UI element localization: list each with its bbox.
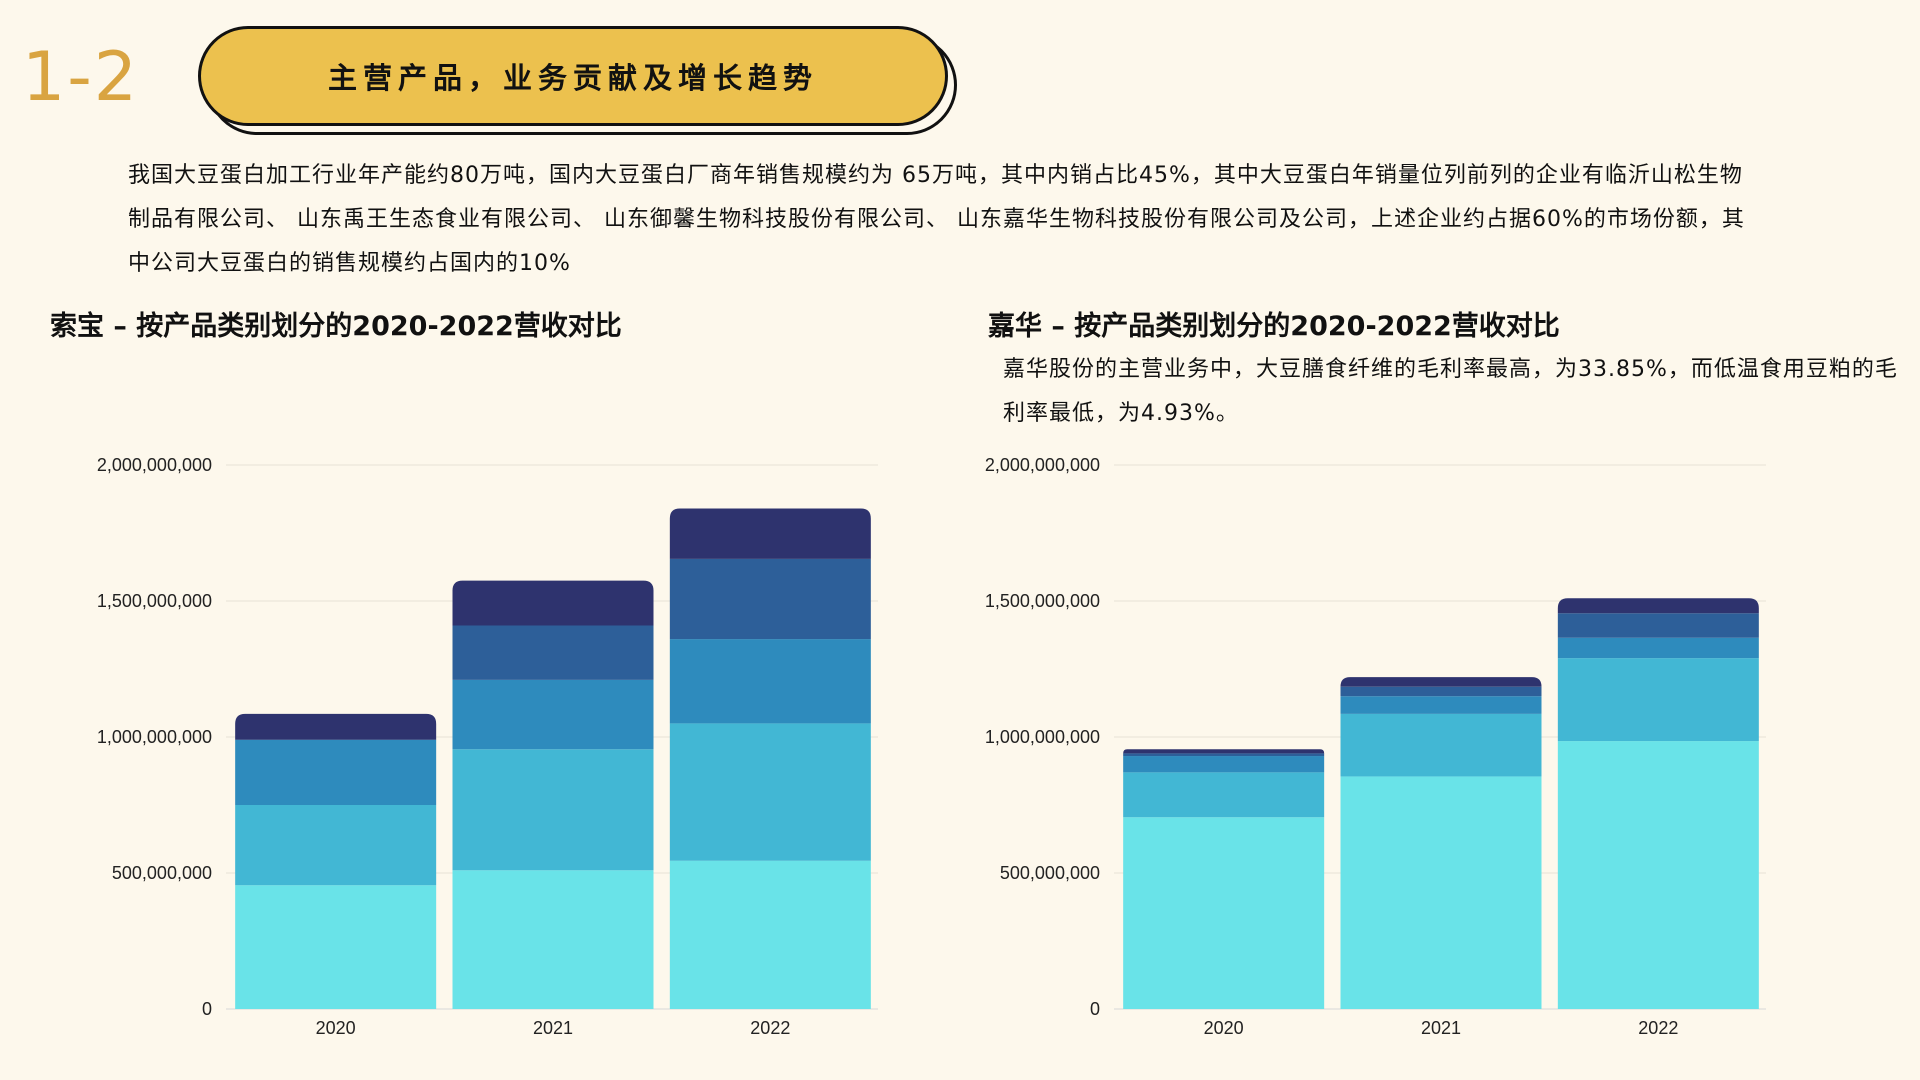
bar-segment-2020-series-5 — [1123, 749, 1325, 754]
bar-segment-2022-series-1 — [669, 860, 871, 1009]
x-tick-label: 2022 — [1638, 1018, 1678, 1038]
bar-segment-2020-series-1 — [1123, 817, 1325, 1009]
y-tick-label: 1,500,000,000 — [97, 591, 212, 611]
bar-segment-2021-series-1 — [1340, 776, 1542, 1009]
bar-segment-2021-series-3 — [1340, 696, 1542, 714]
x-tick-label: 2021 — [1421, 1018, 1461, 1038]
bar-segment-2021-series-5 — [1340, 677, 1542, 687]
bar-segment-2021-series-2 — [1340, 713, 1542, 777]
y-tick-label: 1,500,000,000 — [985, 591, 1100, 611]
chart-suobao: 0 500,000,000 1,000,000,000 1,500,000,000 2,… — [97, 455, 878, 1038]
bar-segment-2020-series-1 — [235, 885, 437, 1009]
bar-segment-2022-series-2 — [1557, 658, 1759, 742]
bar-segment-2020-series-2 — [235, 805, 437, 886]
bar-segment-2021-series-2 — [452, 749, 654, 871]
bar-segment-2020-series-5 — [235, 713, 437, 740]
x-tick-label: 2020 — [1204, 1018, 1244, 1038]
bar-segment-2021-series-4 — [452, 625, 654, 680]
bar-segment-2022-series-4 — [1557, 613, 1759, 638]
bar-segment-2022-series-5 — [1557, 598, 1759, 614]
bar-segment-2020-series-2 — [1123, 772, 1325, 818]
x-tick-label: 2020 — [316, 1018, 356, 1038]
bar-segment-2022-series-4 — [669, 558, 871, 640]
y-tick-label: 0 — [202, 999, 212, 1019]
bar-segment-2021-series-5 — [452, 580, 654, 626]
x-tick-label: 2021 — [533, 1018, 573, 1038]
y-tick-label: 2,000,000,000 — [97, 455, 212, 475]
y-tick-label: 500,000,000 — [1000, 863, 1100, 883]
bar-segment-2020-series-3 — [1123, 756, 1325, 773]
chart-title-jiahua: 嘉华 – 按产品类别划分的2020-2022营收对比 — [988, 311, 1560, 342]
y-tick-label: 1,000,000,000 — [985, 727, 1100, 747]
bar-segment-2022-series-5 — [669, 508, 871, 559]
chart-note-jiahua: 嘉华股份的主营业务中，大豆膳食纤维的毛利率最高，为33.85%，而低温食用豆粕的… — [1003, 357, 1898, 426]
chart-title-suobao: 索宝 – 按产品类别划分的2020-2022营收对比 — [50, 311, 622, 342]
bar-segment-2022-series-2 — [669, 723, 871, 861]
bar-segment-2022-series-3 — [1557, 637, 1759, 659]
bar-segment-2020-series-3 — [235, 739, 437, 805]
bar-segment-2021-series-3 — [452, 679, 654, 750]
bar-segment-2021-series-4 — [1340, 686, 1542, 697]
title-banner: 主营产品，业务贡献及增长趋势 — [198, 26, 948, 126]
bar-segment-2021-series-1 — [452, 870, 654, 1009]
y-tick-label: 2,000,000,000 — [985, 455, 1100, 475]
y-tick-label: 500,000,000 — [112, 863, 212, 883]
y-tick-label: 1,000,000,000 — [97, 727, 212, 747]
page-title: 主营产品，业务贡献及增长趋势 — [327, 61, 818, 95]
section-number: 1-2 — [22, 38, 140, 117]
y-tick-label: 0 — [1090, 999, 1100, 1019]
bar-segment-2020-series-4 — [1123, 753, 1325, 757]
x-tick-label: 2022 — [750, 1018, 790, 1038]
chart-jiahua: 0 500,000,000 1,000,000,000 1,500,000,000 2,… — [985, 455, 1766, 1038]
bar-segment-2022-series-1 — [1557, 741, 1759, 1009]
bar-segment-2022-series-3 — [669, 639, 871, 724]
intro-paragraph: 我国大豆蛋白加工行业年产能约80万吨，国内大豆蛋白厂商年销售规模约为 65万吨，… — [128, 163, 1745, 276]
